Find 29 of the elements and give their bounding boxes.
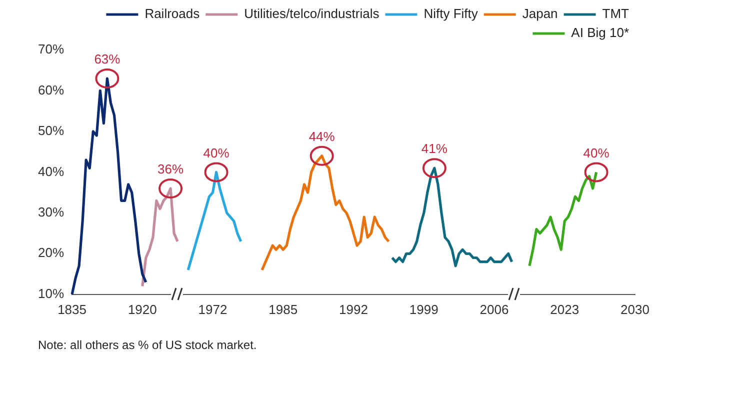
data-label: 44%: [308, 128, 336, 144]
data-label: 40%: [583, 145, 610, 160]
legend-label: TMT: [602, 6, 630, 22]
y-tick-label: 60%: [38, 82, 64, 98]
x-tick-label: 1985: [268, 302, 298, 317]
legend-label: Japan: [522, 6, 558, 22]
y-tick-label: 20%: [38, 245, 64, 260]
x-tick-label: 1835: [58, 302, 86, 317]
x-tick-label: 1992: [339, 302, 368, 317]
y-tick-label: 10%: [38, 286, 64, 301]
text: Note: all others as % of US stock market.: [38, 338, 258, 352]
data-label: 41%: [421, 141, 448, 156]
legend-label: Utilities/telco/industrials: [244, 6, 380, 22]
x-tick-label: 2023: [550, 302, 580, 317]
y-tick-label: 30%: [38, 204, 64, 220]
y-tick-label: 40%: [38, 164, 64, 179]
legend-label: AI Big 10*: [571, 25, 630, 40]
x-tick-label: 1999: [409, 302, 438, 317]
data-label: 63%: [94, 52, 121, 67]
x-tick-label: 1972: [198, 302, 228, 317]
data-label: 36%: [158, 162, 184, 177]
x-tick-label: 2030: [620, 302, 650, 317]
legend-label: Nifty Fifty: [424, 6, 478, 22]
x-tick-label: 2006: [480, 302, 509, 317]
data-label: 40%: [203, 145, 230, 160]
y-tick-label: 70%: [38, 42, 64, 57]
y-tick-label: 50%: [38, 123, 64, 138]
legend-label: Railroads: [144, 6, 200, 22]
x-tick-label: 1920: [128, 302, 157, 317]
